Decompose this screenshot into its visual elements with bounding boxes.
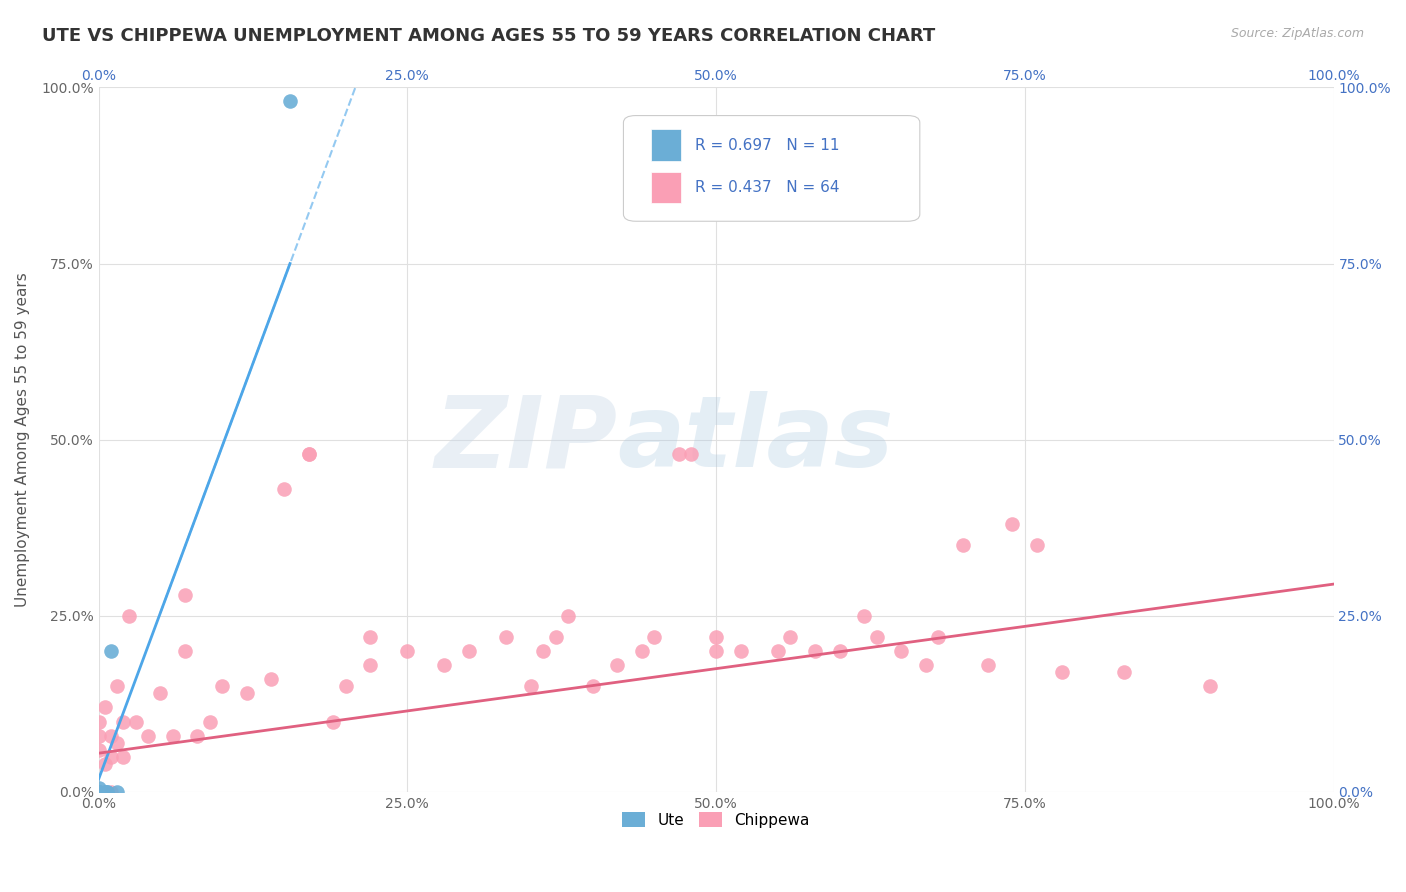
Point bbox=[433, 658, 456, 673]
Point bbox=[174, 644, 197, 658]
Point bbox=[105, 785, 128, 799]
Point bbox=[1001, 517, 1024, 532]
Point bbox=[359, 658, 381, 673]
Point bbox=[112, 714, 135, 729]
Point bbox=[87, 714, 110, 729]
Point bbox=[94, 785, 117, 799]
Text: atlas: atlas bbox=[617, 392, 894, 488]
Point bbox=[87, 729, 110, 743]
FancyBboxPatch shape bbox=[623, 116, 920, 221]
Point bbox=[681, 447, 703, 461]
Point bbox=[927, 630, 949, 644]
Point bbox=[1026, 538, 1049, 552]
Point bbox=[100, 785, 122, 799]
Point bbox=[779, 630, 801, 644]
Point bbox=[100, 749, 122, 764]
Point bbox=[458, 644, 481, 658]
Point bbox=[581, 679, 603, 693]
Point bbox=[149, 686, 172, 700]
Point bbox=[704, 630, 727, 644]
Point bbox=[977, 658, 1000, 673]
Point bbox=[100, 644, 122, 658]
Point bbox=[87, 781, 110, 796]
Point bbox=[198, 714, 221, 729]
Y-axis label: Unemployment Among Ages 55 to 59 years: Unemployment Among Ages 55 to 59 years bbox=[15, 272, 30, 607]
Bar bbox=[651, 171, 682, 203]
Point bbox=[520, 679, 543, 693]
Text: R = 0.437   N = 64: R = 0.437 N = 64 bbox=[695, 180, 839, 194]
Point bbox=[105, 736, 128, 750]
Point bbox=[495, 630, 517, 644]
Point bbox=[236, 686, 259, 700]
Point bbox=[557, 608, 579, 623]
Point bbox=[544, 630, 567, 644]
Text: R = 0.697   N = 11: R = 0.697 N = 11 bbox=[695, 137, 839, 153]
Point bbox=[96, 785, 118, 799]
Point bbox=[118, 608, 141, 623]
Point bbox=[766, 644, 789, 658]
Point bbox=[631, 644, 654, 658]
Point bbox=[297, 447, 319, 461]
Point bbox=[96, 785, 118, 799]
Point bbox=[297, 447, 319, 461]
Point bbox=[105, 679, 128, 693]
Point bbox=[828, 644, 851, 658]
Point bbox=[335, 679, 357, 693]
Point bbox=[915, 658, 938, 673]
Point bbox=[531, 644, 554, 658]
Point bbox=[87, 785, 110, 799]
Text: UTE VS CHIPPEWA UNEMPLOYMENT AMONG AGES 55 TO 59 YEARS CORRELATION CHART: UTE VS CHIPPEWA UNEMPLOYMENT AMONG AGES … bbox=[42, 27, 935, 45]
Point bbox=[162, 729, 184, 743]
Point bbox=[804, 644, 827, 658]
Point bbox=[136, 729, 159, 743]
Point bbox=[94, 756, 117, 771]
Point bbox=[322, 714, 344, 729]
Point bbox=[87, 742, 110, 756]
Point bbox=[396, 644, 419, 658]
Point bbox=[94, 700, 117, 714]
Text: Source: ZipAtlas.com: Source: ZipAtlas.com bbox=[1230, 27, 1364, 40]
Point bbox=[606, 658, 628, 673]
Point bbox=[273, 482, 295, 496]
Text: ZIP: ZIP bbox=[434, 392, 617, 488]
Point bbox=[890, 644, 912, 658]
Point bbox=[668, 447, 690, 461]
Point bbox=[186, 729, 208, 743]
Point bbox=[359, 630, 381, 644]
Point bbox=[1112, 665, 1135, 680]
Point bbox=[174, 588, 197, 602]
Point bbox=[87, 785, 110, 799]
Point bbox=[87, 785, 110, 799]
Point bbox=[94, 785, 117, 799]
Point bbox=[952, 538, 974, 552]
Point bbox=[730, 644, 752, 658]
Point bbox=[124, 714, 146, 729]
Point bbox=[112, 749, 135, 764]
Point bbox=[853, 608, 876, 623]
Point bbox=[211, 679, 233, 693]
Point bbox=[1050, 665, 1073, 680]
Point bbox=[643, 630, 665, 644]
Point bbox=[260, 672, 283, 686]
Point bbox=[100, 729, 122, 743]
Point bbox=[865, 630, 887, 644]
Point bbox=[278, 95, 301, 109]
Legend: Ute, Chippewa: Ute, Chippewa bbox=[616, 805, 815, 834]
Point bbox=[704, 644, 727, 658]
Bar bbox=[651, 129, 682, 161]
Point bbox=[1199, 679, 1222, 693]
